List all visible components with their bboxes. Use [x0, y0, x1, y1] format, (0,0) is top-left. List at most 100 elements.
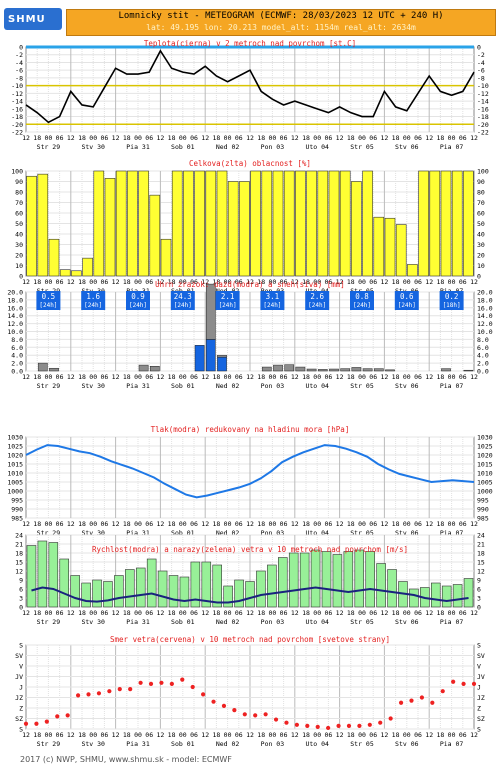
- wind-dir-point-29: [326, 725, 331, 731]
- xtick-hour-1-35: 06: [414, 278, 422, 286]
- xtick-hour-1-38: 00: [448, 278, 456, 286]
- xtick-hour-5-13: 18: [168, 731, 176, 739]
- xtick-hour-0-23: 06: [280, 134, 288, 142]
- ytick-right-4-7: 21: [477, 541, 485, 549]
- ytick-right-2-8: 16.0: [477, 304, 493, 312]
- wind-dir-point-0: [23, 721, 29, 726]
- xtick-hour-0-1: 18: [33, 134, 41, 142]
- xtick-day-3-6: Uto 04: [305, 529, 329, 537]
- ytick-left-0-7: -14: [11, 98, 23, 106]
- ytick-right-3-3: 1015: [477, 461, 493, 469]
- wind-dir-point-23: [263, 712, 268, 717]
- xtick-hour-0-5: 18: [78, 134, 86, 142]
- snow-bar-1: [37, 362, 48, 372]
- xtick-hour-4-26: 00: [313, 609, 321, 617]
- ytick-right-3-0: 1030: [477, 434, 493, 442]
- ytick-right-1-8: 80: [477, 189, 485, 197]
- gust-bar-14: [179, 576, 190, 608]
- cloud-bar-3: [59, 269, 71, 277]
- xtick-hour-1-28: 12: [336, 278, 344, 286]
- xtick-day-2-6: Uto 04: [305, 382, 329, 390]
- wind-dir-point-13: [159, 680, 164, 685]
- xtick-hour-1-39: 06: [459, 278, 467, 286]
- cloud-bar-31: [373, 216, 385, 277]
- xtick-hour-3-15: 06: [190, 520, 198, 528]
- shmu-logo: SHMU: [4, 8, 62, 30]
- gust-bar-19: [234, 579, 244, 608]
- xtick-hour-0-29: 18: [347, 134, 355, 142]
- xtick-day-0-8: Stv 06: [395, 143, 419, 151]
- wind-dir-point-26: [294, 722, 299, 727]
- ytick-right-0-8: -16: [477, 105, 489, 113]
- xtick-hour-4-5: 18: [78, 609, 86, 617]
- ytick-left-3-8: 990: [11, 506, 23, 514]
- xtick-hour-2-18: 00: [224, 373, 232, 381]
- ytick-right-2-7: 14.0: [477, 312, 493, 320]
- xtick-hour-3-5: 18: [78, 520, 86, 528]
- xtick-day-5-2: Pia 31: [126, 740, 150, 748]
- xtick-hour-5-26: 00: [313, 731, 321, 739]
- xtick-hour-0-33: 18: [392, 134, 400, 142]
- xtick-hour-4-22: 00: [268, 609, 276, 617]
- xtick-day-2-9: Pia 07: [440, 382, 464, 390]
- xtick-hour-0-32: 12: [380, 134, 388, 142]
- xtick-day-4-1: Stv 30: [81, 618, 105, 626]
- cloud-bar-25: [306, 170, 317, 277]
- ytick-right-0-7: -14: [477, 98, 489, 106]
- cloud-bar-11: [149, 194, 161, 277]
- ytick-right-1-4: 40: [477, 231, 485, 239]
- xtick-day-4-2: Pia 31: [126, 618, 150, 626]
- snow-bar-10: [138, 364, 149, 372]
- panel-title-1: Celkova(zlta) oblacnost [%]: [189, 159, 311, 168]
- xtick-hour-0-20: 12: [246, 134, 254, 142]
- wind-dir-point-39: [430, 700, 435, 705]
- ytick-right-1-0: 0: [477, 273, 481, 281]
- cloud-bar-5: [82, 257, 93, 277]
- gust-bar-18: [223, 585, 233, 608]
- xtick-hour-3-35: 06: [414, 520, 422, 528]
- xtick-hour-2-39: 06: [459, 373, 467, 381]
- gust-bar-4: [70, 575, 80, 608]
- xtick-hour-5-23: 06: [280, 731, 288, 739]
- series-line-0: [25, 49, 475, 124]
- ytick-right-4-1: 3: [477, 595, 481, 603]
- daily-total-box-3: [170, 291, 195, 310]
- xtick-hour-1-29: 18: [347, 278, 355, 286]
- ytick-right-0-10: -20: [477, 121, 489, 129]
- ytick-left-4-5: 15: [15, 559, 23, 567]
- ytick-left-3-4: 1010: [7, 470, 23, 478]
- snow-bar-39: [463, 369, 474, 372]
- ytick-left-1-4: 40: [15, 231, 23, 239]
- xtick-hour-4-17: 18: [212, 609, 220, 617]
- xtick-hour-0-10: 00: [134, 134, 142, 142]
- xtick-hour-3-38: 00: [448, 520, 456, 528]
- xtick-hour-0-2: 00: [44, 134, 52, 142]
- xtick-hour-3-16: 12: [201, 520, 209, 528]
- xtick-hour-3-27: 06: [324, 520, 332, 528]
- wind-dir-point-22: [253, 713, 258, 718]
- xtick-hour-3-10: 00: [134, 520, 142, 528]
- wind-dir-point-27: [305, 723, 310, 728]
- wind-dir-point-20: [232, 708, 237, 713]
- location-info: lat: 49.195 lon: 20.213 model_alt: 1154m…: [146, 23, 416, 32]
- xtick-hour-0-22: 00: [268, 134, 276, 142]
- gust-bar-25: [299, 552, 310, 608]
- gust-bar-9: [125, 569, 135, 608]
- xtick-hour-5-7: 06: [100, 731, 108, 739]
- xtick-hour-0-19: 06: [235, 134, 243, 142]
- ytick-left-0-5: -10: [11, 82, 23, 90]
- ytick-right-2-4: 8.0: [477, 336, 489, 344]
- daily-total-box-0: [36, 291, 61, 310]
- xtick-hour-2-28: 12: [336, 373, 344, 381]
- xtick-day-3-3: Sob 01: [171, 529, 195, 537]
- xtick-hour-2-21: 18: [257, 373, 265, 381]
- xtick-hour-2-26: 00: [313, 373, 321, 381]
- xtick-hour-0-28: 12: [336, 134, 344, 142]
- xtick-hour-4-8: 12: [112, 609, 120, 617]
- wind-dir-point-12: [148, 681, 154, 686]
- ytick-left-1-8: 80: [15, 189, 23, 197]
- xtick-hour-4-34: 00: [403, 609, 411, 617]
- daily-total-value-7: 0.8: [355, 292, 369, 301]
- xtick-day-3-0: Str 29: [37, 529, 61, 537]
